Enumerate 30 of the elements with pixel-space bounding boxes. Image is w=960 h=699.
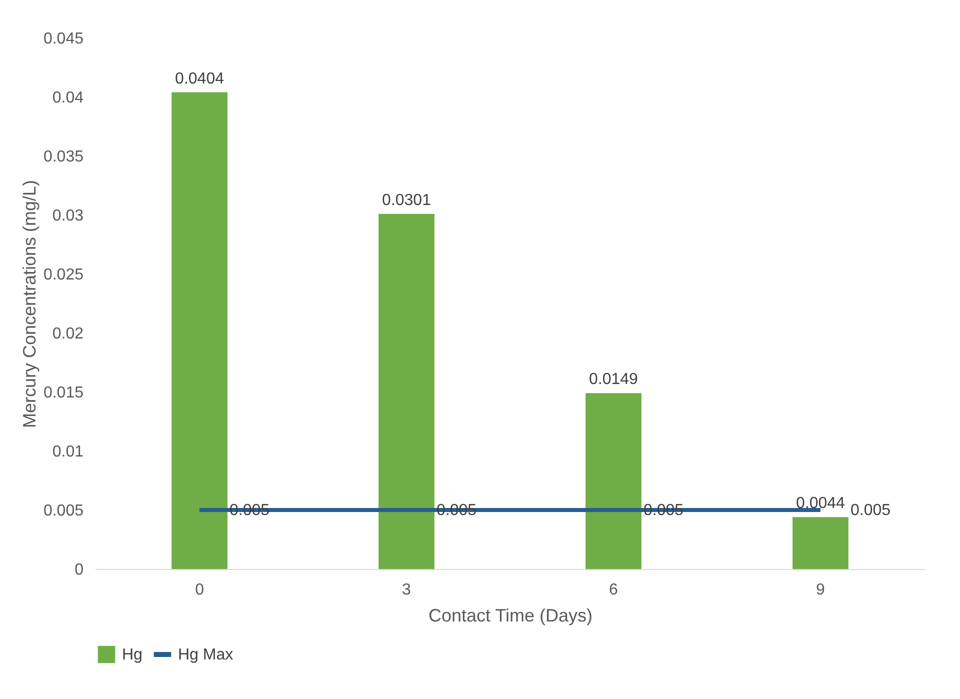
- data-label: 0.005: [850, 502, 891, 519]
- data-label: 0.005: [436, 502, 477, 519]
- y-tick-label: 0.045: [43, 30, 84, 48]
- bar: [586, 393, 642, 569]
- y-tick-label: 0.035: [43, 148, 84, 166]
- x-tick-label: 6: [609, 582, 618, 598]
- x-tick-label: 3: [402, 582, 412, 598]
- legend-label: Hg Max: [178, 646, 234, 664]
- x-tick-label: 9: [816, 582, 826, 598]
- bar: [792, 517, 848, 569]
- y-tick-label: 0.03: [52, 208, 84, 224]
- bar: [172, 92, 228, 569]
- bar: [378, 214, 434, 569]
- y-tick-label: 0.015: [43, 384, 84, 402]
- data-label: 0.0301: [382, 192, 432, 209]
- data-label: 0.0044: [796, 495, 846, 512]
- y-tick-label: 0.025: [43, 266, 84, 284]
- data-label: 0.005: [230, 502, 270, 519]
- y-tick-label: 0.04: [52, 90, 84, 106]
- data-label: 0.005: [643, 502, 684, 519]
- data-label: 0.0404: [175, 70, 224, 88]
- legend-label: Hg: [122, 646, 142, 664]
- y-tick-label: 0: [74, 562, 84, 578]
- x-tick-label: 0: [195, 582, 204, 598]
- x-axis-title: Contact Time (Days): [428, 606, 593, 626]
- y-tick-label: 0.02: [52, 326, 84, 342]
- y-tick-label: 0.01: [52, 444, 84, 460]
- data-label: 0.0149: [589, 371, 638, 388]
- y-tick-label: 0.005: [43, 502, 84, 520]
- y-axis-title: Mercury Concentrations (mg/L): [19, 180, 40, 428]
